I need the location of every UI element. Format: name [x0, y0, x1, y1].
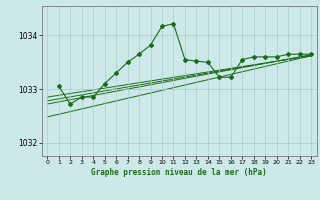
X-axis label: Graphe pression niveau de la mer (hPa): Graphe pression niveau de la mer (hPa) — [91, 168, 267, 177]
